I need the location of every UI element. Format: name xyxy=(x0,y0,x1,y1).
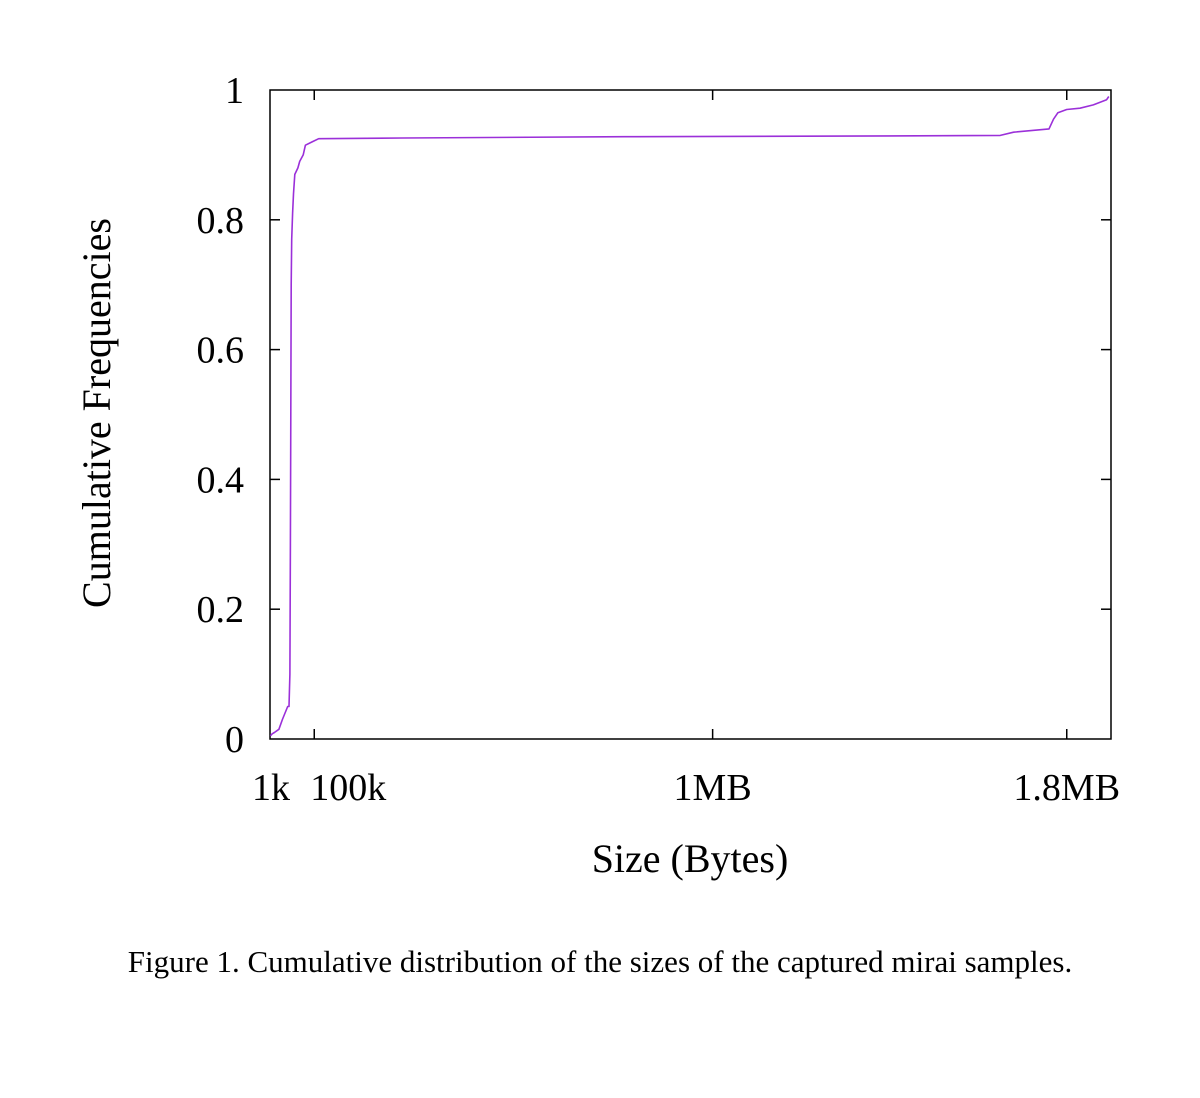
plot-area: 0 0.2 0.4 0.6 0.8 1 1k 100k 1MB 1.8MB xyxy=(197,70,1121,809)
y-tick-label-0: 0 xyxy=(225,719,244,761)
plot-frame xyxy=(269,89,1112,740)
y-tick-label-4: 0.8 xyxy=(197,200,245,242)
x-tick-label-0: 1k xyxy=(252,767,290,809)
x-tick-label-2: 1MB xyxy=(674,767,752,809)
y-axis-title: Cumulative Frequencies xyxy=(74,218,119,608)
x-tick-label-1: 100k xyxy=(310,767,386,809)
figure-caption: Figure 1. Cumulative distribution of the… xyxy=(127,944,1073,979)
x-tick-label-3: 1.8MB xyxy=(1013,767,1120,809)
y-tick-label-2: 0.4 xyxy=(197,459,245,501)
y-tick-label-3: 0.6 xyxy=(197,330,245,372)
y-tick-label-5: 1 xyxy=(225,70,244,112)
x-axis-title: Size (Bytes) xyxy=(592,836,789,881)
series-line-0 xyxy=(269,96,1110,737)
y-tick-label-1: 0.2 xyxy=(197,589,245,631)
